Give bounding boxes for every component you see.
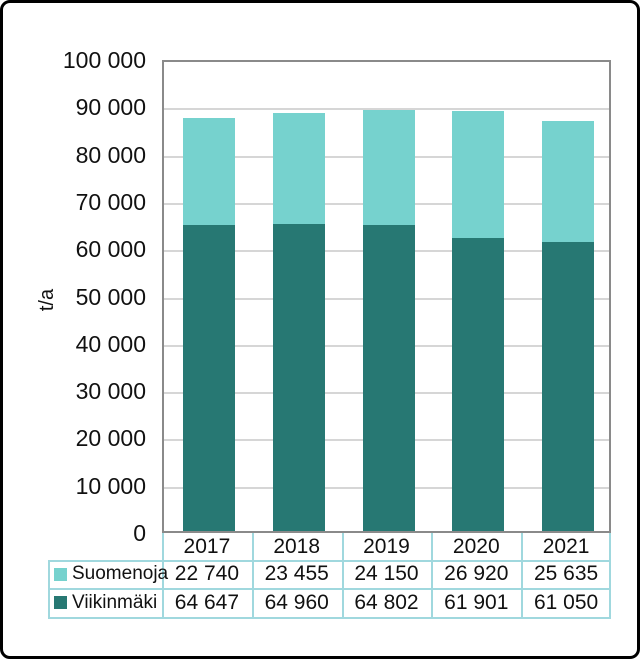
legend-swatch-icon	[54, 567, 67, 581]
y-tick-label: 90 000	[75, 94, 146, 121]
bar-segment-viikinmäki-2018	[272, 223, 325, 531]
table-header-year: 2017	[183, 534, 231, 558]
bar-segment-viikinmäki-2021	[542, 242, 595, 531]
table-border	[48, 617, 611, 619]
bar-segment-suomenoja-2018	[272, 112, 325, 224]
y-tick-label: 100 000	[62, 47, 146, 73]
table-border	[162, 533, 164, 619]
table-border	[48, 560, 50, 619]
y-tick-label: 80 000	[75, 141, 146, 168]
legend-swatch-icon	[54, 596, 67, 609]
table-border	[48, 588, 611, 590]
bar-segment-viikinmäki-2019	[362, 224, 415, 531]
table-value-suomenoja-2019: 24 150	[354, 562, 419, 585]
table-header-year: 2021	[542, 534, 590, 558]
legend-label: Suomenoja	[72, 563, 169, 584]
y-tick-label: 20 000	[75, 425, 146, 452]
y-tick-label: 10 000	[75, 472, 146, 499]
bar-segment-suomenoja-2019	[362, 110, 415, 225]
table-header-year: 2020	[452, 534, 500, 558]
legend-item-viikinmäki: Viikinmäki	[48, 588, 162, 617]
y-tick-label: 60 000	[75, 236, 146, 263]
bar-segment-viikinmäki-2017	[182, 225, 235, 531]
legend-item-suomenoja: Suomenoja	[48, 560, 168, 588]
table-value-viikinmäki-2018: 64 960	[264, 590, 329, 614]
table-value-suomenoja-2020: 26 920	[444, 562, 509, 585]
table-border	[609, 533, 611, 619]
y-tick-label: 40 000	[75, 330, 146, 357]
table-border	[341, 533, 344, 619]
table-border	[251, 533, 254, 619]
table-value-viikinmäki-2020: 61 901	[444, 590, 509, 614]
table-value-viikinmäki-2021: 61 050	[533, 590, 599, 614]
bar-segment-suomenoja-2021	[542, 120, 595, 243]
table-value-suomenoja-2021: 25 635	[533, 562, 599, 585]
legend-label: Viikinmäki	[72, 591, 158, 613]
bar-segment-suomenoja-2017	[182, 117, 235, 226]
bar-segment-suomenoja-2020	[452, 110, 505, 239]
gridline	[164, 108, 609, 111]
table-border	[521, 533, 524, 619]
table-value-suomenoja-2017: 22 740	[174, 562, 240, 585]
y-tick-label: 30 000	[75, 378, 146, 405]
y-tick-label: 0	[133, 520, 146, 546]
y-tick-label: 70 000	[75, 188, 146, 215]
data-table: 2017 2018 2019 2020 2021 Suomenoja 22 740 23 45…	[3, 533, 637, 623]
table-value-suomenoja-2018: 23 455	[264, 562, 329, 585]
bar-segment-viikinmäki-2020	[452, 238, 505, 531]
y-tick-label: 50 000	[75, 283, 146, 310]
table-value-viikinmäki-2017: 64 647	[174, 590, 240, 614]
table-border	[431, 533, 434, 619]
table-border	[48, 560, 611, 562]
table-header-year: 2019	[363, 534, 410, 558]
table-value-viikinmäki-2019: 64 802	[354, 590, 419, 614]
plot-area	[162, 60, 611, 533]
y-axis-tick-labels: 0 10 000 20 000 30 000 40 000 50 000 60 000 70 …	[3, 3, 162, 656]
table-header-year: 2018	[273, 534, 321, 558]
